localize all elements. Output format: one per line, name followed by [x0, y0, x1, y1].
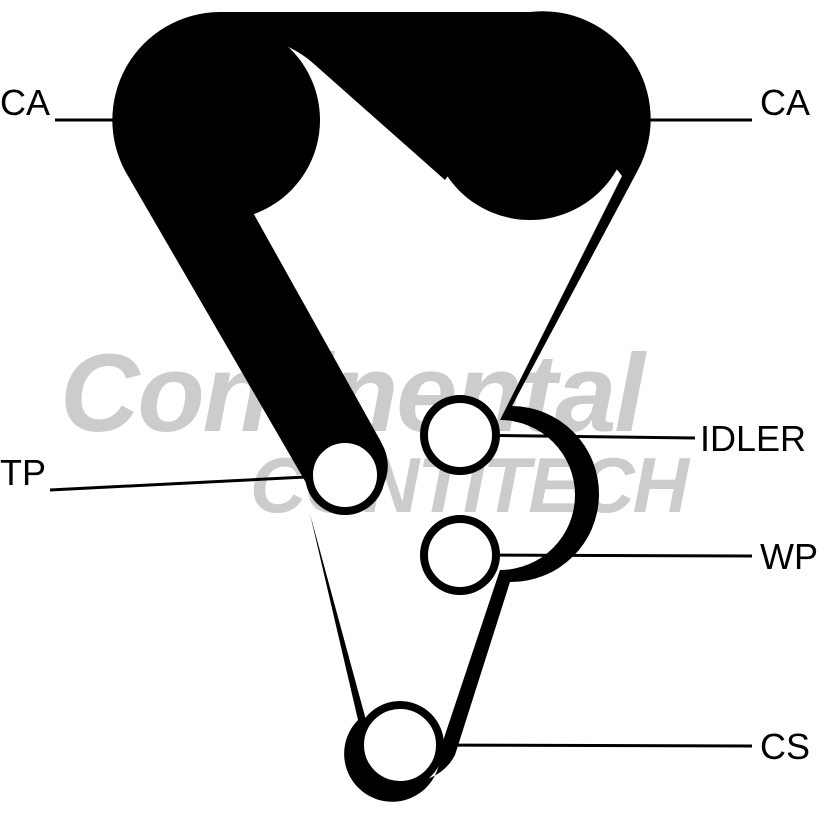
pulley-cs [360, 705, 440, 785]
belt-diagram-stage: Continental CONTITECH CA CA IDLER TP WP … [0, 0, 836, 814]
label-idler: IDLER [700, 418, 806, 460]
pulley-wp [424, 519, 496, 591]
pulley-ca_left [120, 20, 320, 220]
label-tp: TP [0, 452, 46, 494]
pulleys [120, 20, 630, 785]
label-wp: WP [760, 536, 818, 578]
leader-line [460, 555, 752, 556]
belt-diagram-svg [0, 0, 836, 814]
leader-line [50, 475, 345, 490]
pulley-tp [309, 439, 381, 511]
label-cs: CS [760, 726, 810, 768]
label-ca-right: CA [760, 82, 810, 124]
pulley-idler [424, 399, 496, 471]
pulley-ca_right [430, 20, 630, 220]
label-ca-left: CA [0, 82, 50, 124]
